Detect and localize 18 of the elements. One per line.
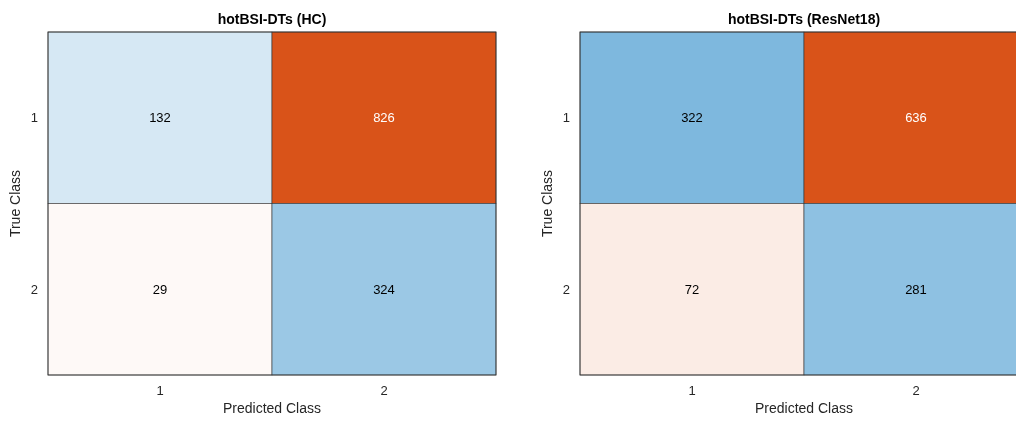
- data-label: 29: [152, 281, 168, 297]
- data-label: 826: [373, 110, 395, 126]
- x-tick-label: 2: [380, 383, 388, 398]
- chart-title: hotBSI-DTs (ResNet18): [727, 11, 881, 27]
- data-label: 281: [905, 281, 927, 297]
- data-label: 322: [681, 110, 703, 126]
- data-label: 636: [905, 110, 927, 126]
- x-tick-label: 1: [688, 383, 696, 398]
- chart-title: hotBSI-DTs (HC): [217, 11, 327, 27]
- data-label: 72: [684, 281, 700, 297]
- x-axis-title: Predicted Class: [222, 400, 322, 416]
- y-axis-title: True Class: [539, 169, 555, 238]
- data-label: 132: [149, 110, 171, 126]
- y-axis-title: True Class: [7, 169, 23, 238]
- data-label: 324: [373, 281, 395, 297]
- x-tick-label: 1: [156, 383, 164, 398]
- x-axis-title: Predicted Class: [754, 400, 854, 416]
- x-tick-label: 2: [912, 383, 920, 398]
